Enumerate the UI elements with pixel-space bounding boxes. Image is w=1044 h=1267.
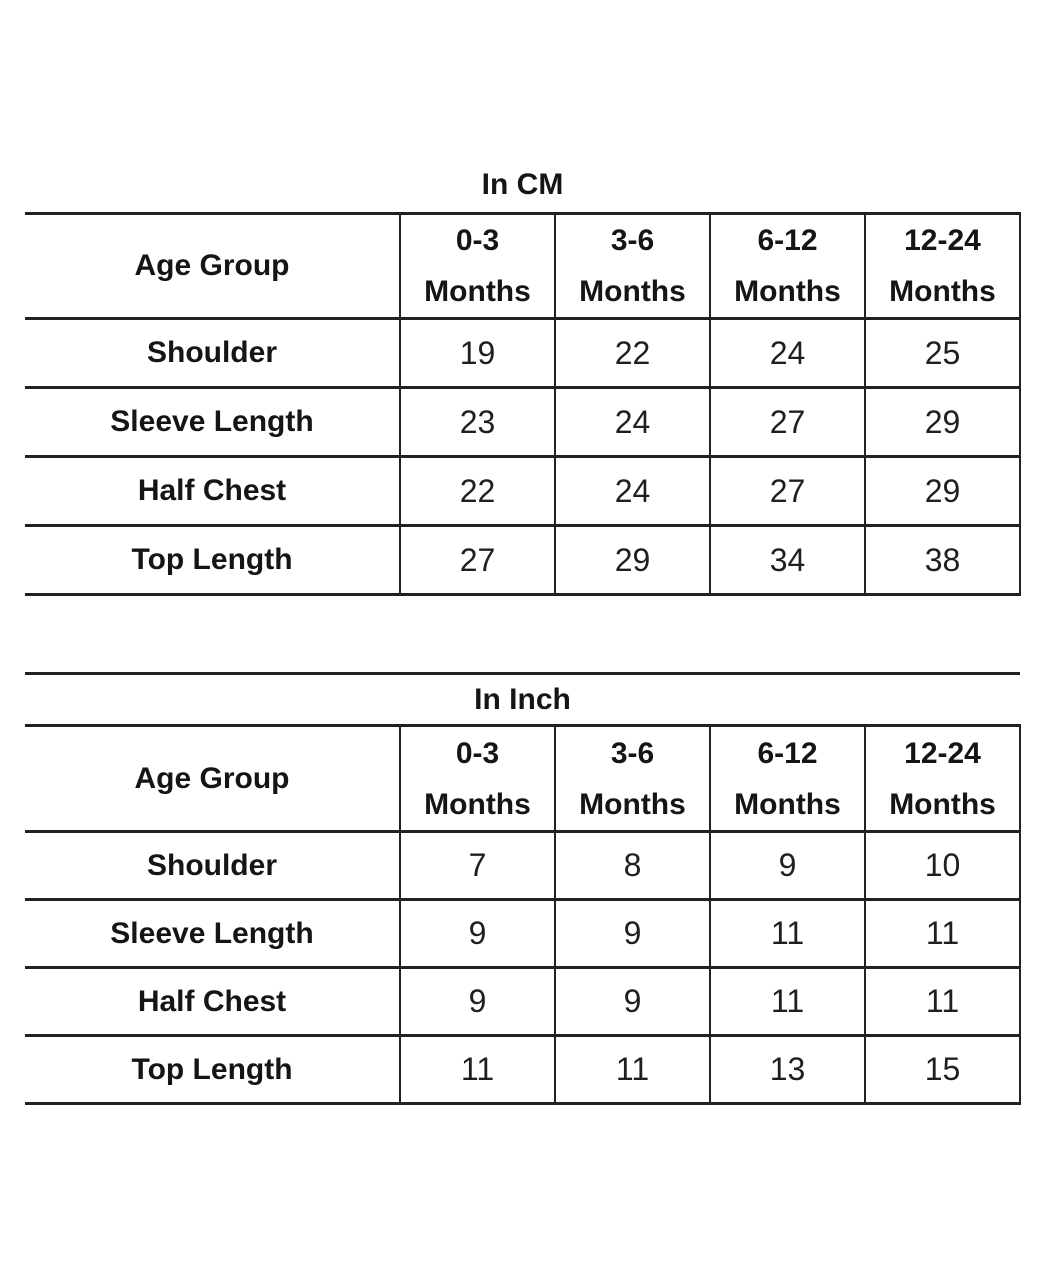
table-cell: 34	[709, 524, 866, 596]
table-cell: 11	[863, 966, 1022, 1037]
age-range-label: 3-6	[610, 736, 655, 770]
cm-col-header-12-24: 12-24 Months	[864, 212, 1021, 320]
table-cell: 19	[399, 317, 556, 389]
row-label: Top Length	[25, 1034, 401, 1105]
cm-row-half-chest: Half Chest 22 24 27 29	[25, 455, 1021, 527]
table-cell: 10	[863, 830, 1022, 901]
table-cell: 8	[554, 830, 711, 901]
cm-corner-header: Age Group	[25, 212, 401, 320]
cm-col-header-0-3: 0-3 Months	[399, 212, 556, 320]
inch-row-sleeve-length: Sleeve Length 9 9 11 11	[25, 898, 1022, 969]
age-range-label: 12-24	[904, 224, 981, 257]
cm-header-row: Age Group 0-3 Months 3-6 Months 6-12 Mon…	[25, 212, 1021, 320]
age-unit-label: Months	[734, 275, 841, 308]
table-cell: 22	[554, 317, 711, 389]
table-cell: 23	[399, 386, 556, 458]
cm-col-header-3-6: 3-6 Months	[554, 212, 711, 320]
inch-table-title-row: In Inch	[25, 672, 1021, 727]
table-cell: 27	[399, 524, 556, 596]
cm-row-sleeve-length: Sleeve Length 23 24 27 29	[25, 386, 1021, 458]
inch-table-title: In Inch	[25, 672, 1021, 727]
inch-row-top-length: Top Length 11 11 13 15	[25, 1034, 1022, 1105]
table-cell: 38	[864, 524, 1021, 596]
row-label: Sleeve Length	[25, 898, 401, 969]
inch-row-half-chest: Half Chest 9 9 11 11	[25, 966, 1022, 1037]
table-cell: 9	[554, 966, 711, 1037]
age-unit-label: Months	[889, 275, 996, 308]
table-cell: 11	[863, 898, 1022, 969]
inch-col-header-3-6: 3-6 Months	[554, 724, 711, 833]
row-label: Top Length	[25, 524, 401, 596]
inch-header-row: Age Group 0-3 Months 3-6 Months 6-12 Mon…	[25, 724, 1022, 833]
table-cell: 11	[709, 966, 866, 1037]
table-cell: 24	[709, 317, 866, 389]
table-cell: 9	[399, 966, 556, 1037]
age-unit-label: Months	[734, 787, 841, 821]
table-cell: 7	[399, 830, 556, 901]
row-label: Half Chest	[25, 455, 401, 527]
table-cell: 9	[399, 898, 556, 969]
table-cell: 15	[863, 1034, 1022, 1105]
table-cell: 13	[709, 1034, 866, 1105]
inch-corner-header: Age Group	[25, 724, 401, 833]
age-range-label: 6-12	[757, 224, 818, 257]
age-range-label: 3-6	[610, 224, 655, 257]
age-range-label: 12-24	[904, 736, 981, 770]
table-cell: 27	[709, 455, 866, 527]
age-range-label: 6-12	[757, 736, 818, 770]
table-cell: 9	[554, 898, 711, 969]
age-range-label: 0-3	[455, 224, 500, 257]
inch-table: In Inch Age Group 0-3 Months 3-6 Months …	[25, 672, 1022, 1105]
inch-row-shoulder: Shoulder 7 8 9 10	[25, 830, 1022, 901]
table-cell: 25	[864, 317, 1021, 389]
cm-table-title: In CM	[481, 168, 564, 201]
table-cell: 24	[554, 386, 711, 458]
row-label: Shoulder	[25, 317, 401, 389]
table-cell: 11	[709, 898, 866, 969]
table-cell: 11	[554, 1034, 711, 1105]
table-cell: 27	[709, 386, 866, 458]
table-cell: 24	[554, 455, 711, 527]
table-cell: 9	[709, 830, 866, 901]
age-unit-label: Months	[424, 787, 531, 821]
table-cell: 29	[554, 524, 711, 596]
row-label: Shoulder	[25, 830, 401, 901]
age-range-label: 0-3	[455, 736, 500, 770]
age-unit-label: Months	[424, 275, 531, 308]
inch-col-header-12-24: 12-24 Months	[863, 724, 1022, 833]
age-unit-label: Months	[579, 787, 686, 821]
inch-col-header-6-12: 6-12 Months	[709, 724, 866, 833]
age-unit-label: Months	[579, 275, 686, 308]
cm-col-header-6-12: 6-12 Months	[709, 212, 866, 320]
table-cell: 22	[399, 455, 556, 527]
table-cell: 11	[399, 1034, 556, 1105]
cm-table: Age Group 0-3 Months 3-6 Months 6-12 Mon…	[25, 212, 1021, 596]
row-label: Sleeve Length	[25, 386, 401, 458]
row-label: Half Chest	[25, 966, 401, 1037]
inch-col-header-0-3: 0-3 Months	[399, 724, 556, 833]
age-unit-label: Months	[889, 787, 996, 821]
table-cell: 29	[864, 455, 1021, 527]
table-cell: 29	[864, 386, 1021, 458]
cm-row-top-length: Top Length 27 29 34 38	[25, 524, 1021, 596]
cm-row-shoulder: Shoulder 19 22 24 25	[25, 317, 1021, 389]
